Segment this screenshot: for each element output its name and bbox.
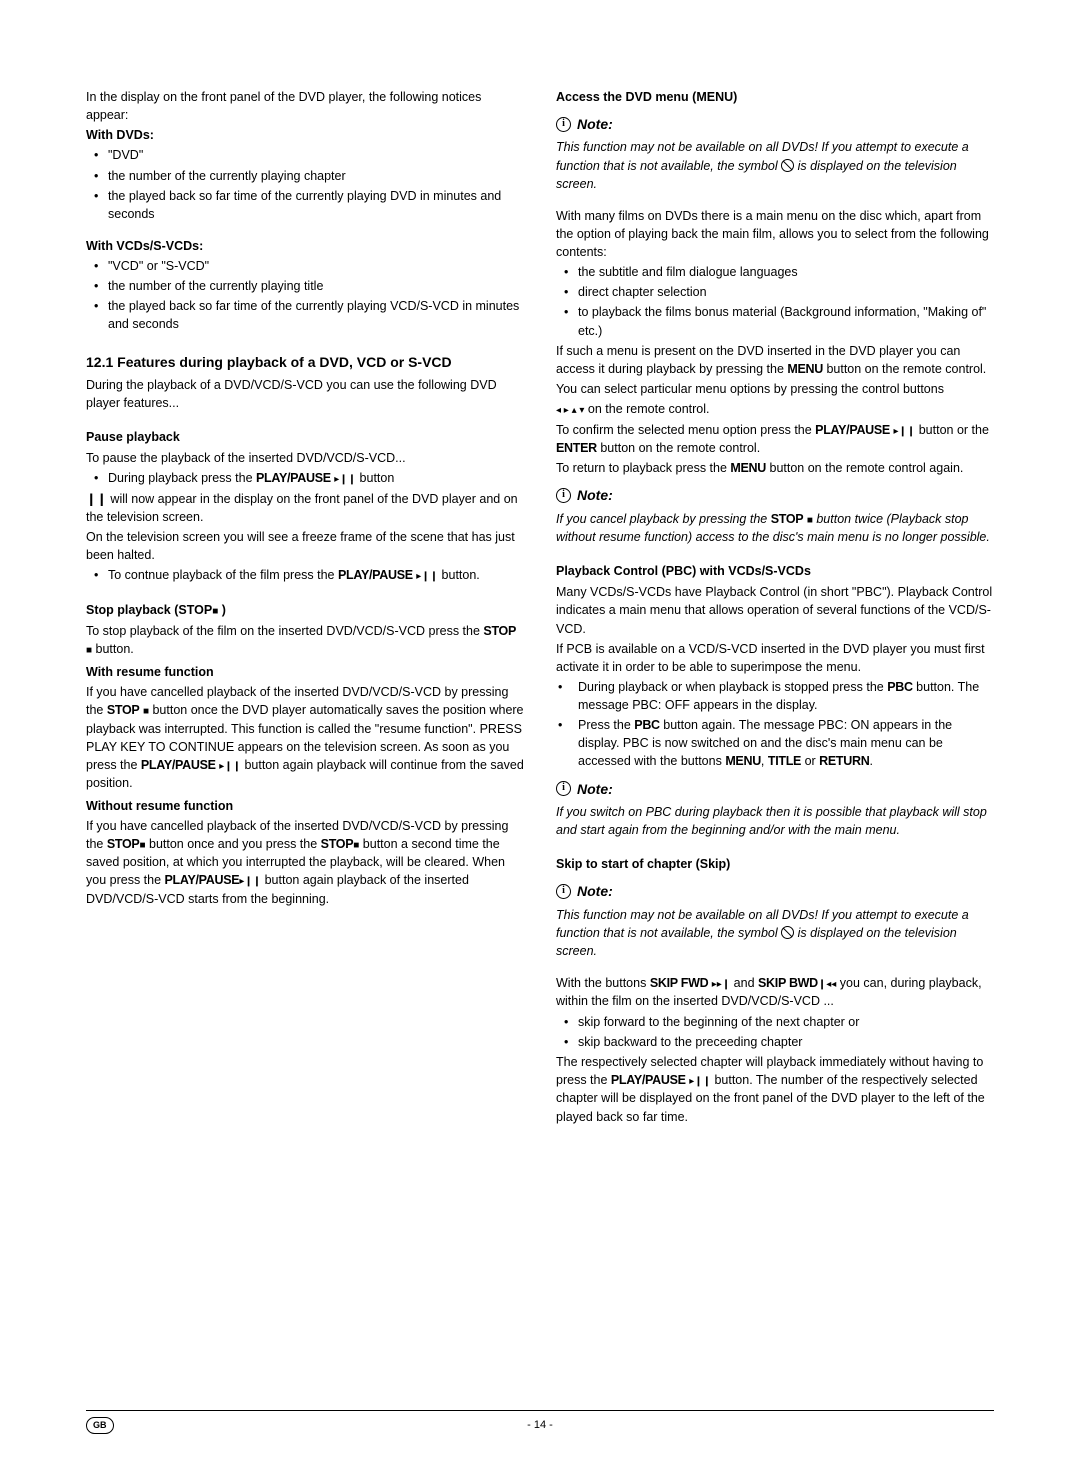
with-dvds-heading: With DVDs: xyxy=(86,126,524,144)
stop-icon: ■ xyxy=(139,839,145,854)
wrf-heading: With resume function xyxy=(86,663,524,681)
info-icon: i xyxy=(556,781,571,796)
access-menu-text: If such a menu is present on the DVD ins… xyxy=(556,342,994,378)
skip-text: With the buttons SKIP FWD ▸▸❙ and SKIP B… xyxy=(556,974,994,1011)
play-pause-icon: ▸❙❙ xyxy=(219,760,241,775)
list-item: •to playback the films bonus material (B… xyxy=(556,303,994,339)
worf-heading: Without resume function xyxy=(86,797,524,815)
pbc-heading: Playback Control (PBC) with VCDs/S-VCDs xyxy=(556,562,994,580)
access-menu-text: To return to playback press the MENU but… xyxy=(556,459,994,477)
stop-heading: Stop playback (STOP ■ ) xyxy=(86,601,524,620)
pause-text: On the television screen you will see a … xyxy=(86,528,524,564)
note-heading: i Note: xyxy=(556,881,994,901)
access-menu-text: To confirm the selected menu option pres… xyxy=(556,421,994,458)
access-menu-text: With many films on DVDs there is a main … xyxy=(556,207,994,261)
pbc-text: Many VCDs/S-VCDs have Playback Control (… xyxy=(556,583,994,637)
left-column: In the display on the front panel of the… xyxy=(86,88,524,1128)
list-item: • During playback press the PLAY/PAUSE ▸… xyxy=(86,469,524,488)
list-item: •the number of the currently playing tit… xyxy=(86,277,524,295)
list-item: •the subtitle and film dialogue language… xyxy=(556,263,994,281)
info-icon: i xyxy=(556,488,571,503)
play-pause-icon: ▸❙❙ xyxy=(239,875,261,890)
list-item: •the number of the currently playing cha… xyxy=(86,167,524,185)
prohibit-icon xyxy=(781,159,794,172)
play-pause-icon: ▸❙❙ xyxy=(334,473,356,488)
list-item: • Press the PBC button again. The messag… xyxy=(556,716,994,770)
play-pause-icon: ▸❙❙ xyxy=(689,1075,711,1090)
pause-heading: Pause playback xyxy=(86,428,524,446)
note-heading: i Note: xyxy=(556,485,994,505)
skip-text: The respectively selected chapter will p… xyxy=(556,1053,994,1126)
stop-icon: ■ xyxy=(807,514,813,529)
list-item: •skip backward to the preceeding chapter xyxy=(556,1033,994,1051)
features-heading: 12.1 Features during playback of a DVD, … xyxy=(86,352,524,372)
access-menu-text: ◂ ▸ ▴ ▾ on the remote control. xyxy=(556,400,994,419)
note-body: If you cancel playback by pressing the S… xyxy=(556,510,994,547)
pbc-text: If PCB is available on a VCD/S-VCD inser… xyxy=(556,640,994,676)
skip-heading: Skip to start of chapter (Skip) xyxy=(556,855,994,873)
stop-icon: ■ xyxy=(353,839,359,854)
right-column: Access the DVD menu (MENU) i Note: This … xyxy=(556,88,994,1128)
list-item: • To contnue playback of the film press … xyxy=(86,566,524,585)
list-item: •direct chapter selection xyxy=(556,283,994,301)
note-body: If you switch on PBC during playback the… xyxy=(556,803,994,839)
access-menu-heading: Access the DVD menu (MENU) xyxy=(556,88,994,106)
prohibit-icon xyxy=(781,926,794,939)
list-item: •skip forward to the beginning of the ne… xyxy=(556,1013,994,1031)
note-heading: i Note: xyxy=(556,779,994,799)
skip-bwd-icon: ❙◂◂ xyxy=(818,978,836,993)
access-menu-text: You can select particular menu options b… xyxy=(556,380,994,398)
play-pause-icon: ▸❙❙ xyxy=(893,425,915,440)
list-item: •"DVD" xyxy=(86,146,524,164)
pause-text: ❙❙ will now appear in the display on the… xyxy=(86,490,524,526)
gb-badge: GB xyxy=(86,1417,114,1434)
pause-text: To pause the playback of the inserted DV… xyxy=(86,449,524,467)
page-number: - 14 - xyxy=(527,1418,553,1434)
play-pause-icon: ▸❙❙ xyxy=(416,570,438,585)
note-body: This function may not be available on al… xyxy=(556,138,994,192)
worf-text: If you have cancelled playback of the in… xyxy=(86,817,524,908)
info-icon: i xyxy=(556,884,571,899)
list-item: •the played back so far time of the curr… xyxy=(86,187,524,223)
list-item: • During playback or when playback is st… xyxy=(556,678,994,714)
wrf-text: If you have cancelled playback of the in… xyxy=(86,683,524,793)
list-item: •the played back so far time of the curr… xyxy=(86,297,524,333)
note-heading: i Note: xyxy=(556,114,994,134)
skip-fwd-icon: ▸▸❙ xyxy=(712,978,730,993)
stop-text: To stop playback of the film on the inse… xyxy=(86,622,524,659)
list-item: •"VCD" or "S-VCD" xyxy=(86,257,524,275)
note-body: This function may not be available on al… xyxy=(556,906,994,960)
features-body: During the playback of a DVD/VCD/S-VCD y… xyxy=(86,376,524,412)
intro-text: In the display on the front panel of the… xyxy=(86,88,524,124)
info-icon: i xyxy=(556,117,571,132)
with-vcds-heading: With VCDs/S-VCDs: xyxy=(86,237,524,255)
arrow-icons: ◂ ▸ ▴ ▾ xyxy=(556,404,584,419)
page-footer: GB - 14 - xyxy=(86,1410,994,1434)
